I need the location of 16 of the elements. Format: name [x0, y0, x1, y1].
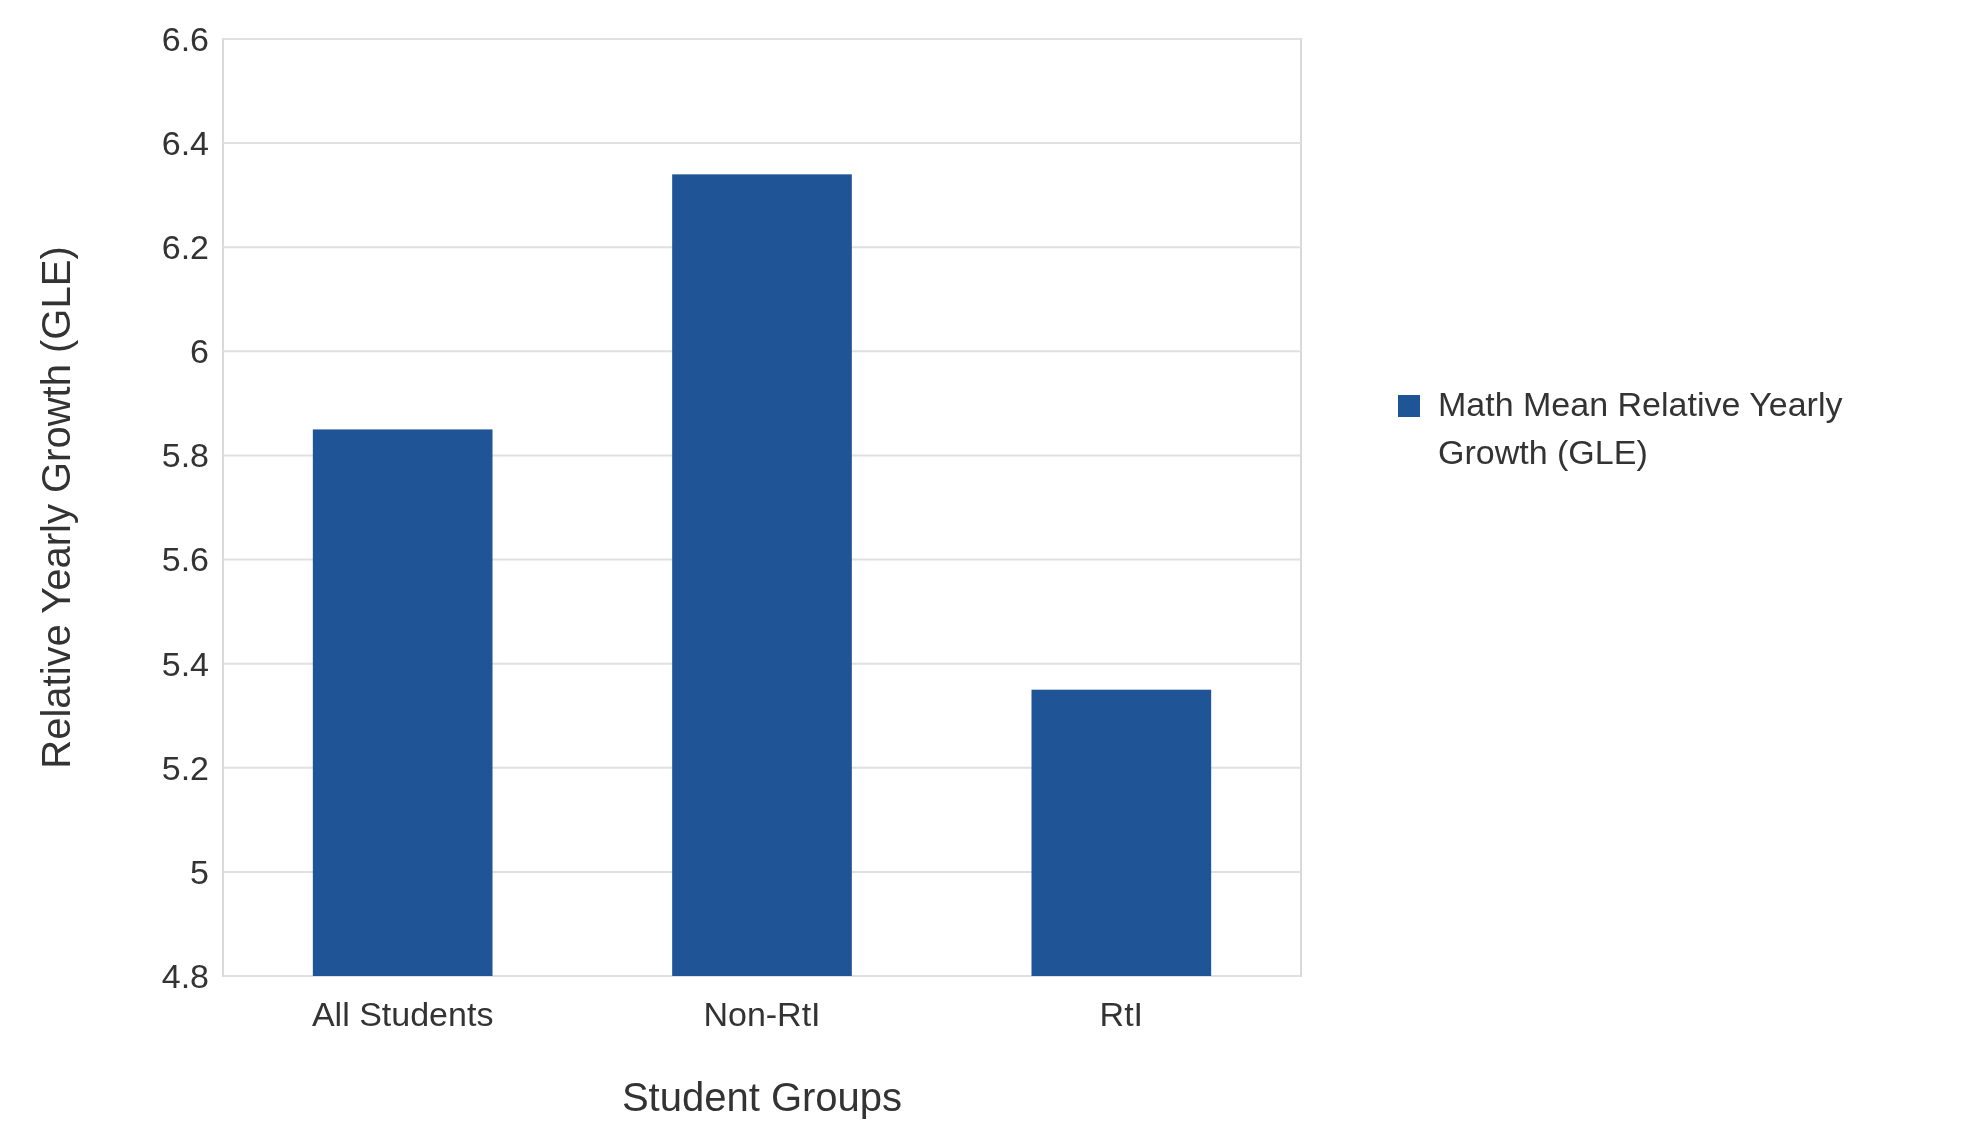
x-tick-label: Non-RtI: [703, 995, 821, 1033]
y-tick-label: 6.2: [161, 228, 209, 267]
legend-label: Math Mean Relative Yearly Growth (GLE): [1438, 385, 1843, 471]
y-tick-label: 5.2: [161, 748, 209, 787]
x-axis-title: Student Groups: [621, 1075, 903, 1119]
x-tick-label: RtI: [1099, 995, 1144, 1033]
y-tick-label: 5: [190, 852, 209, 891]
y-tick-label: 6.6: [161, 19, 209, 58]
y-axis-title: Relative Yearly Growth (GLE): [34, 246, 78, 769]
y-tick-label: 6: [190, 332, 209, 371]
y-tick-label: 4.8: [161, 956, 209, 995]
x-tick-label: All Students: [311, 995, 494, 1033]
y-tick-label: 5.8: [161, 436, 209, 475]
y-tick-label: 6.4: [161, 124, 209, 163]
y-tick-label: 5.4: [161, 644, 209, 683]
y-tick-label: 5.6: [161, 540, 209, 579]
